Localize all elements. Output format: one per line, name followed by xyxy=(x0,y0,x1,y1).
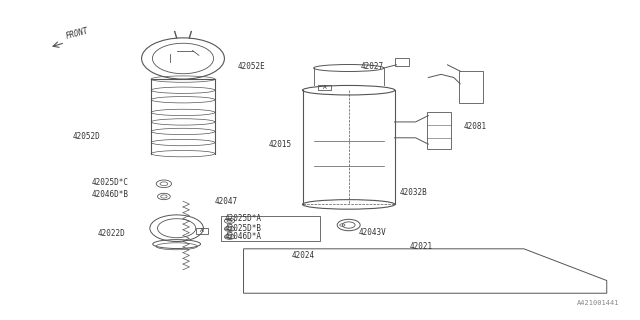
Text: 42043V: 42043V xyxy=(358,228,386,237)
Bar xyxy=(221,215,320,241)
Text: 42015: 42015 xyxy=(268,140,291,149)
Text: 42081: 42081 xyxy=(463,122,486,131)
Text: 42046D*A: 42046D*A xyxy=(225,232,261,241)
Text: 42046D*B: 42046D*B xyxy=(92,190,129,199)
Text: 42047: 42047 xyxy=(215,197,238,206)
Text: A: A xyxy=(200,228,204,233)
Text: 42021: 42021 xyxy=(409,242,433,251)
Text: A421001441: A421001441 xyxy=(577,300,620,306)
Text: 42025D*C: 42025D*C xyxy=(92,178,129,187)
Bar xyxy=(427,112,451,149)
Text: 42022D: 42022D xyxy=(98,229,125,238)
Bar xyxy=(459,71,483,103)
Text: 42025D*A: 42025D*A xyxy=(225,214,261,223)
Bar xyxy=(395,59,409,67)
Bar xyxy=(318,84,331,90)
Text: 42027: 42027 xyxy=(360,62,384,71)
Text: 42025D*B: 42025D*B xyxy=(225,224,261,233)
Text: 42052E: 42052E xyxy=(238,62,266,71)
Text: 42052D: 42052D xyxy=(72,132,100,141)
Text: FRONT: FRONT xyxy=(65,26,90,41)
Text: A: A xyxy=(323,85,326,90)
Text: 42032B: 42032B xyxy=(399,188,428,197)
Text: 42024: 42024 xyxy=(291,251,314,260)
Bar xyxy=(196,228,209,234)
